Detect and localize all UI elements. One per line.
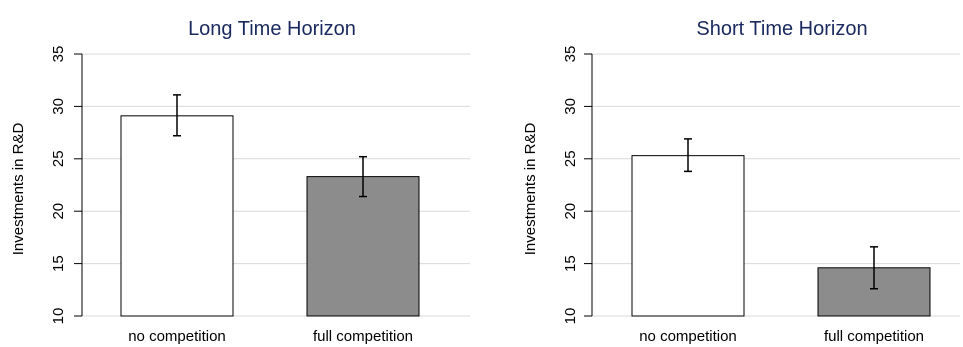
y-tick-label: 15 (50, 255, 67, 272)
plot-area: 10 15 20 25 30 35 no competition full competiti… (50, 46, 470, 345)
plot-area: 10 15 20 25 30 35 no competition full competiti… (562, 46, 960, 345)
y-axis-label: Investments in R&D (522, 123, 539, 256)
chart-title: Short Time Horizon (696, 18, 867, 40)
y-tick-label: 35 (562, 46, 579, 63)
y-tick-label: 10 (50, 308, 67, 325)
x-tick-label: no competition (128, 328, 226, 345)
y-tick-label: 15 (562, 255, 579, 272)
panel-long-horizon: Long Time Horizon Investments in R&D 101… (10, 18, 470, 345)
y-tick-label: 25 (50, 150, 67, 167)
bar (631, 155, 745, 317)
y-axis-label: Investments in R&D (10, 123, 27, 256)
bar (120, 115, 234, 317)
y-tick-label: 30 (562, 98, 579, 115)
y-tick-label: 35 (50, 46, 67, 63)
x-tick-label: full competition (824, 328, 924, 345)
chart-title: Long Time Horizon (188, 18, 356, 40)
x-tick-label: full competition (313, 328, 413, 345)
y-tick-label: 20 (50, 203, 67, 220)
bar (306, 176, 420, 317)
y-tick-label: 20 (562, 203, 579, 220)
panel-short-horizon: Short Time Horizon Investments in R&D 10… (522, 18, 960, 345)
y-tick-label: 10 (562, 308, 579, 325)
y-tick-label: 25 (562, 150, 579, 167)
y-tick-label: 30 (50, 98, 67, 115)
x-tick-label: no competition (639, 328, 737, 345)
